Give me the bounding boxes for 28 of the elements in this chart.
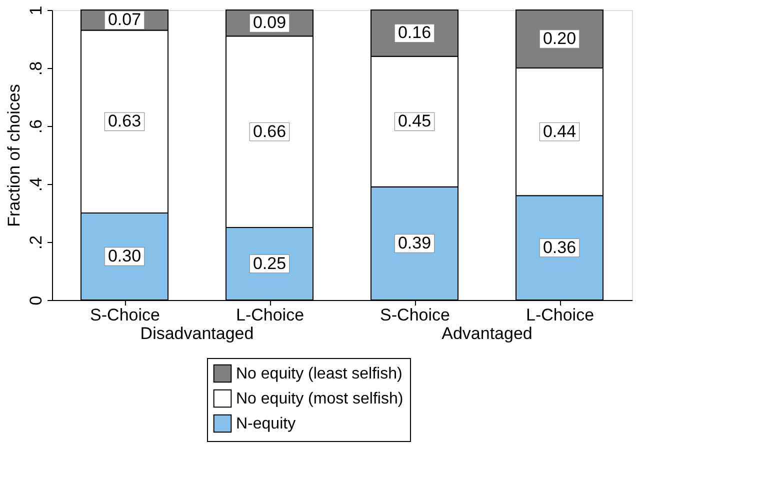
text: Disadvantaged <box>140 324 254 343</box>
y-tick-label: .6 <box>26 119 46 134</box>
data-label: 0.07 <box>108 10 142 30</box>
data-label: 0.25 <box>252 254 286 273</box>
y-tick-label: 1 <box>26 6 46 16</box>
y-axis-title: Fraction of choices <box>4 84 24 227</box>
x-tick-label: L-Choice <box>236 306 304 324</box>
legend-label: No equity (least selfish) <box>236 366 402 382</box>
data-label: 0.16 <box>398 23 432 42</box>
y-tick-label: .4 <box>26 177 46 192</box>
data-label: 0.09 <box>252 13 286 32</box>
x-tick-label: S-Choice <box>380 306 450 324</box>
y-tick-label: 0 <box>26 296 46 306</box>
data-label: 0.30 <box>108 246 142 266</box>
legend-label: N-equity <box>236 416 296 432</box>
data-label: 0.63 <box>108 112 142 131</box>
y-tick-label: .8 <box>26 61 46 76</box>
data-label: 0.66 <box>252 122 286 141</box>
text: Advantaged <box>442 324 532 343</box>
data-label: 0.39 <box>398 233 432 252</box>
x-tick-label: L-Choice <box>526 306 594 324</box>
y-tick-label: .2 <box>26 235 46 250</box>
data-label: 0.45 <box>398 112 432 131</box>
data-label: 0.20 <box>542 29 576 48</box>
data-label: 0.36 <box>542 238 576 257</box>
data-label: 0.44 <box>542 122 576 141</box>
legend-label: No equity (most selfish) <box>236 390 404 408</box>
x-tick-label: S-Choice <box>90 306 160 324</box>
